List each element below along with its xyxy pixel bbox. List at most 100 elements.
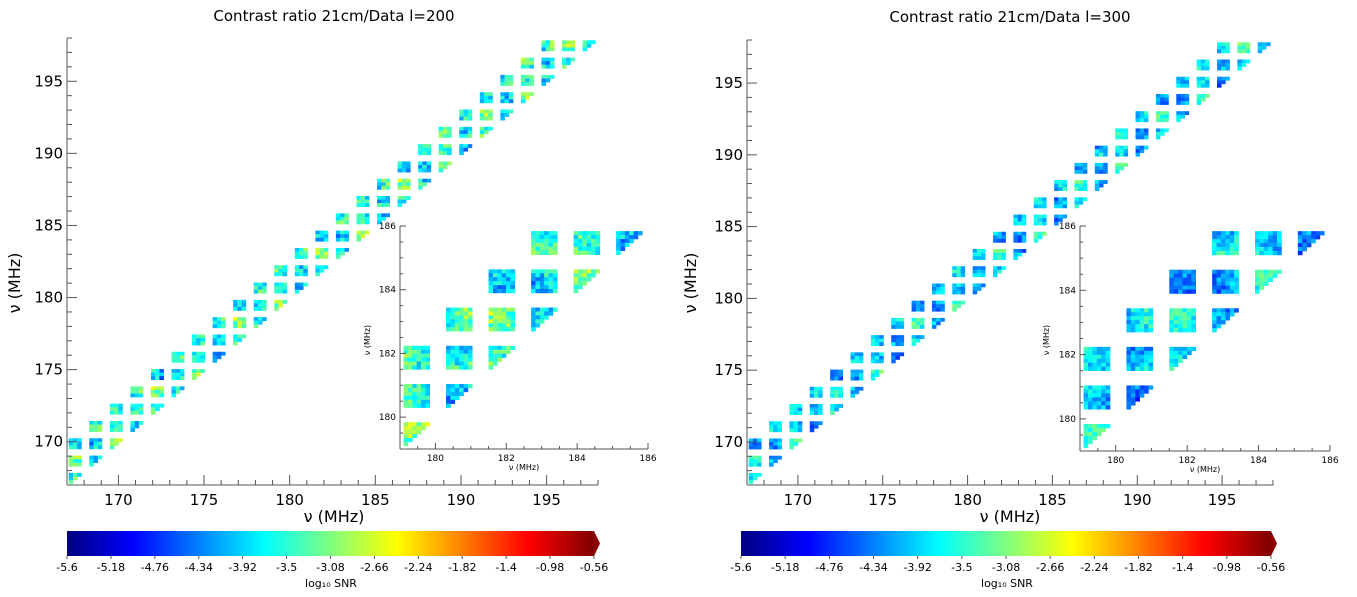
inset-heatmap-cell [1186,273,1192,278]
heatmap-cell [459,109,464,114]
heatmap-cell [1042,231,1047,236]
inset-heatmap-cell [510,327,516,332]
heatmap-cell [114,428,119,432]
inset-heatmap-cell [1139,389,1145,394]
heatmap-cell [315,234,320,239]
inset-heatmap-cell [1092,435,1098,441]
inset-heatmap-cell [1263,239,1269,244]
heatmap-cell [467,109,473,114]
heatmap-cell [1205,80,1210,85]
inset-heatmap-cell [1126,354,1132,360]
heatmap-cell [854,355,860,360]
heatmap-cell [813,421,819,426]
heatmap-cell [1241,63,1247,67]
heatmap-cell [1033,238,1039,243]
inset-heatmap-cell [506,327,511,332]
x-axis-label: ν (MHz) [304,507,365,526]
heatmap-cell [879,342,884,347]
inset-heatmap-cell [573,269,579,274]
heatmap-cell [278,289,284,294]
heatmap-cell [870,376,876,381]
heatmap-cell [500,109,505,114]
inset-heatmap-cell [446,365,451,370]
heatmap-cell [1017,214,1023,219]
inset-heatmap-cell [450,395,456,401]
heatmap-cell [562,47,567,52]
heatmap-cell [1135,128,1141,133]
heatmap-cell [1155,135,1161,140]
heatmap-cell [997,252,1002,257]
heatmap-cell [911,338,917,343]
inset-heatmap-cell [421,345,426,351]
inset-heatmap-cell [1182,354,1188,360]
heatmap-cell [1225,66,1230,71]
heatmap-cell [212,338,218,342]
inset-heatmap-cell [1092,431,1098,437]
heatmap-cell [1196,63,1202,67]
heatmap-cell [196,351,201,356]
heatmap-cell [171,376,177,381]
inset-heatmap-cell [1130,320,1136,325]
inset-heatmap-cell [421,399,426,404]
inset-heatmap-cell [1169,324,1174,329]
inset-heatmap-cell [539,231,545,236]
heatmap-cell [1143,131,1149,136]
heatmap-cell [253,303,259,308]
heatmap-cell [1221,63,1226,67]
heatmap-cell [797,438,803,443]
heatmap-cell [773,428,778,433]
heatmap-cell [549,64,555,69]
heatmap-cell [150,386,156,391]
inset-heatmap-cell [577,281,583,286]
heatmap-cell [830,393,835,398]
inset-heatmap-cell [1135,358,1140,364]
inset-heatmap-cell [1144,350,1149,356]
heatmap-cell [915,335,921,339]
inset-heatmap-cell [492,315,498,320]
inset-heatmap-cell [1212,269,1217,274]
inset-heatmap-cell [1216,250,1222,256]
inset-heatmap-cell [1144,389,1149,394]
heatmap-cell [1160,101,1165,105]
heatmap-cell [241,320,247,325]
inset-heatmap-cell [1130,397,1136,402]
inset-heatmap-cell [450,345,456,351]
inset-heatmap-cell [454,384,460,389]
inset-heatmap-cell [497,315,502,320]
inset-heatmap-cell [1182,320,1188,325]
heatmap-cell [68,462,74,467]
inset-heatmap-cell [1135,316,1140,321]
colorbar-tick-label: -5.18 [97,561,125,574]
inset-heatmap-cell [548,285,554,290]
heatmap-cell [401,178,407,183]
heatmap-cell [972,256,978,260]
heatmap-cell [171,358,177,363]
heatmap-cell [418,147,423,152]
heatmap-cell [813,407,819,412]
heatmap-cell [179,351,185,356]
colorbar-tick-label: -2.66 [360,561,388,574]
heatmap-cell [520,99,526,104]
inset-heatmap-cell [1126,393,1132,398]
heatmap-cell [1221,49,1226,54]
heatmap-cell [1217,83,1222,88]
inset-heatmap-cell [492,307,498,312]
heatmap-cell [508,109,514,114]
heatmap-cell [960,273,966,278]
inset-heatmap-cell [577,273,583,278]
heatmap-cell [282,286,288,290]
heatmap-cell [192,358,197,363]
inset-heatmap-cell [1212,316,1217,321]
inset-heatmap-cell [1272,273,1278,278]
inset-heatmap-cell [425,387,431,393]
heatmap-cell [192,334,197,339]
heatmap-cell [870,355,876,360]
heatmap-cell [911,300,917,305]
inset-x-tick-label: 186 [639,454,656,464]
heatmap-cell [1001,238,1006,243]
heatmap-cell [77,459,82,463]
inset-heatmap-cell [552,242,558,248]
inset-heatmap-cell [1191,269,1197,274]
heatmap-cell [940,300,945,305]
inset-heatmap-cell [510,269,516,274]
